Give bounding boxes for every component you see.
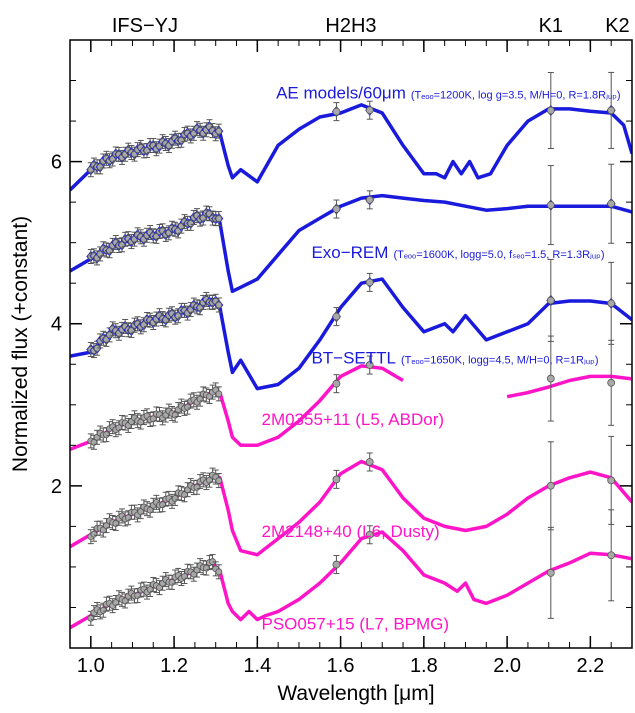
data-point xyxy=(365,106,374,115)
x-tick-label: 1.0 xyxy=(77,655,105,677)
data-point xyxy=(215,390,223,398)
data-point xyxy=(332,107,341,116)
data-points xyxy=(86,71,616,626)
data-point xyxy=(215,215,223,222)
series-line xyxy=(506,374,632,399)
series-name: 2M2148+40 (L6, Dusty) xyxy=(261,522,439,541)
data-point xyxy=(215,301,223,309)
data-point xyxy=(365,361,374,369)
x-tick-label: 1.6 xyxy=(327,655,355,677)
data-point xyxy=(365,278,374,287)
x-axis-label: Wavelength [μm] xyxy=(277,682,434,705)
series-line xyxy=(70,364,404,452)
data-point xyxy=(134,592,142,599)
series-name: BT−SETTL xyxy=(311,348,396,367)
series-label: 2M2148+40 (L6, Dusty) xyxy=(261,522,439,541)
data-point xyxy=(215,477,223,484)
y-tick-label: 6 xyxy=(51,152,62,174)
data-point xyxy=(332,205,341,213)
data-point xyxy=(546,201,555,209)
data-point xyxy=(124,514,132,522)
axes: 1.0 1.2 1.4 1.6 1.8 2.0 2.2 2 4 6 xyxy=(51,40,632,677)
data-point xyxy=(607,551,616,560)
x-tick-label: 2.2 xyxy=(576,655,604,677)
data-point xyxy=(546,481,555,490)
data-point xyxy=(607,299,616,308)
data-point xyxy=(332,560,341,569)
data-point xyxy=(607,476,616,485)
y-tick-label: 4 xyxy=(51,314,62,336)
series-name: AE models/60μm xyxy=(276,83,406,102)
data-point xyxy=(103,431,110,439)
data-point xyxy=(546,106,555,115)
series-label: AE models/60μm (Tₑₒₒ=1200K, log g=3.5, M/… xyxy=(276,83,621,102)
series-label: 2M0355+11 (L5, ABDor) xyxy=(261,410,444,429)
band-labels: IFS−YJ H2H3 K1 K2 xyxy=(112,15,630,37)
data-point xyxy=(202,564,210,572)
series-label: BT−SETTL (Tₑₒₒ=1650K, logg=4.5, M/H=0, R=… xyxy=(311,348,598,367)
series-params: (Tₑₒₒ=1650K, logg=4.5, M/H=0, R=1Rⱼᵤₚ) xyxy=(401,354,599,366)
x-tick-label: 1.4 xyxy=(243,655,271,677)
data-point xyxy=(99,606,107,614)
band-label: K2 xyxy=(605,15,629,37)
data-point xyxy=(159,501,167,509)
data-point xyxy=(607,378,616,387)
series-params: (Tₑₒₒ=1600K, logg=5.0, fₛₑₒ=1.5, R=1.3Rⱼ… xyxy=(393,249,604,261)
series-name: PSO057+15 (L7, BPMG) xyxy=(261,614,449,633)
x-tick-label: 1.8 xyxy=(410,655,438,677)
data-point xyxy=(184,403,192,411)
data-point xyxy=(546,374,555,383)
series-name: Exo−REM xyxy=(311,243,388,262)
y-axis-label: Normalized flux (+constant) xyxy=(9,216,32,472)
band-label: IFS−YJ xyxy=(112,15,178,37)
data-point xyxy=(607,199,616,208)
series-label: Exo−REM (Tₑₒₒ=1600K, logg=5.0, fₛₑₒ=1.5, … xyxy=(311,243,604,262)
y-tick-label: 2 xyxy=(51,476,62,498)
data-point xyxy=(215,127,223,135)
data-point xyxy=(193,483,201,491)
data-point xyxy=(171,495,179,502)
data-point xyxy=(87,614,95,622)
data-point xyxy=(215,568,223,576)
x-tick-label: 2.0 xyxy=(493,655,521,677)
series-name: 2M0355+11 (L5, ABDor) xyxy=(261,410,444,429)
data-point xyxy=(332,312,341,321)
data-point xyxy=(332,379,341,388)
data-point xyxy=(332,475,341,484)
data-point xyxy=(607,106,616,115)
band-label: H2H3 xyxy=(325,15,376,37)
data-point xyxy=(365,195,374,204)
data-point xyxy=(546,568,555,577)
band-label: K1 xyxy=(539,15,563,37)
x-tick-label: 1.2 xyxy=(160,655,188,677)
data-point xyxy=(365,458,374,466)
series-label: PSO057+15 (L7, BPMG) xyxy=(261,614,449,633)
data-point xyxy=(546,296,555,305)
data-point xyxy=(365,530,374,539)
data-point xyxy=(171,411,179,419)
plot-frame xyxy=(69,39,633,649)
series-params: (Tₑₒₒ=1200K, log g=3.5, M/H=0, R=1.8Rⱼᵤₚ… xyxy=(411,89,621,101)
series-labels: AE models/60μm (Tₑₒₒ=1200K, log g=3.5, M/… xyxy=(261,83,620,633)
data-point xyxy=(90,530,98,538)
